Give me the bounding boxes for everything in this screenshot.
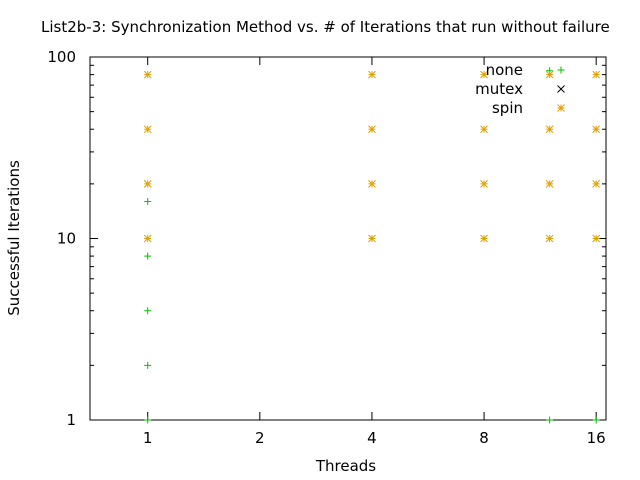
point-spin <box>480 125 488 134</box>
point-none <box>592 416 600 424</box>
point-none <box>546 416 554 424</box>
point-spin <box>592 234 601 243</box>
point-spin <box>143 180 152 188</box>
y-tick-label: 100 <box>47 48 76 66</box>
plot-frame <box>89 56 607 421</box>
point-none <box>144 361 152 369</box>
legend-label-spin: spin <box>492 99 523 117</box>
point-spin <box>480 180 488 188</box>
y-tick-label: 1 <box>66 411 76 429</box>
point-spin <box>545 180 554 188</box>
x-tick-label: 4 <box>367 429 377 447</box>
point-spin <box>592 125 601 134</box>
legend-label-mutex: mutex <box>475 80 523 98</box>
point-spin <box>368 125 376 134</box>
legend-label-none: none <box>486 61 523 79</box>
point-spin <box>143 125 152 134</box>
point-spin <box>368 234 376 243</box>
point-spin <box>480 234 488 243</box>
legend-marker-mutex <box>557 85 565 93</box>
point-spin <box>368 180 376 188</box>
point-spin <box>545 125 554 134</box>
point-spin <box>545 234 554 243</box>
y-axis-label: Successful Iterations <box>5 160 23 316</box>
y-tick-label: 10 <box>57 230 76 248</box>
x-tick-label: 8 <box>479 429 489 447</box>
point-spin <box>592 70 601 79</box>
legend-marker-spin <box>557 104 565 112</box>
x-axis-label: Threads <box>315 457 376 475</box>
x-tick-label: 16 <box>587 429 606 447</box>
point-none <box>144 307 152 315</box>
point-spin <box>592 180 601 188</box>
point-spin <box>143 234 152 243</box>
point-none <box>144 252 152 260</box>
point-spin <box>368 70 376 79</box>
legend-marker-none <box>557 66 565 74</box>
point-none <box>144 197 152 205</box>
point-none <box>144 416 152 424</box>
point-spin <box>480 70 488 79</box>
point-spin <box>143 70 152 79</box>
x-tick-label: 2 <box>255 429 265 447</box>
x-tick-label: 1 <box>143 429 153 447</box>
point-spin <box>545 70 554 79</box>
chart-title: List2b-3: Synchronization Method vs. # o… <box>41 18 610 36</box>
